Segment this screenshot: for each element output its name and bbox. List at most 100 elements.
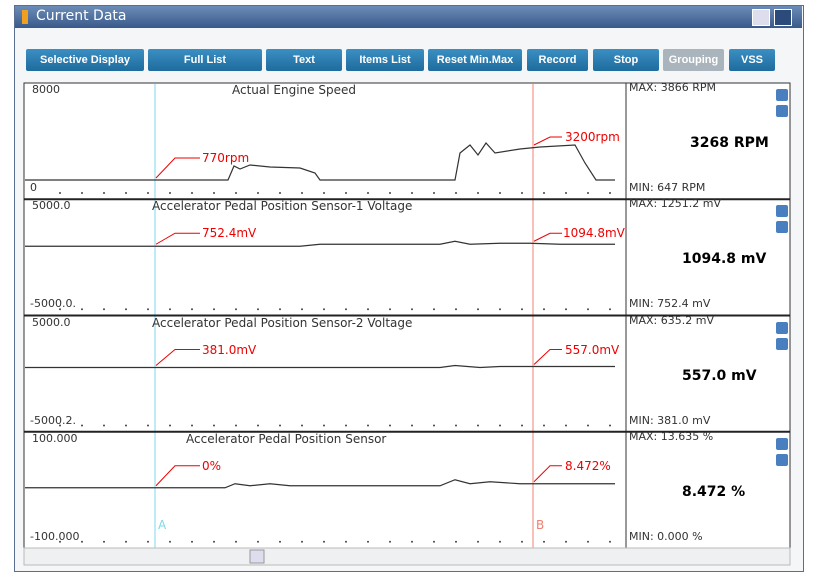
tick-dot bbox=[411, 540, 413, 543]
move-panel[interactable] bbox=[776, 337, 788, 350]
toolbar-button[interactable]: Grouping bbox=[663, 49, 724, 71]
tick-dot bbox=[323, 192, 325, 194]
tick-dot bbox=[565, 308, 567, 311]
cursor-a-value: 770rpm bbox=[202, 151, 250, 165]
toolbar-button[interactable]: Reset Min.Max bbox=[428, 49, 522, 71]
tick-dot bbox=[609, 308, 611, 311]
trace bbox=[25, 364, 615, 369]
tick-dot bbox=[213, 540, 215, 543]
tick-dot bbox=[521, 540, 523, 543]
toolbar-button[interactable]: Text bbox=[266, 49, 342, 71]
tick-dot bbox=[59, 308, 61, 311]
toolbar-button[interactable]: Selective Display bbox=[26, 49, 144, 71]
tick-dot bbox=[125, 192, 127, 194]
toolbar-button[interactable]: Stop bbox=[593, 49, 659, 71]
tick-dot bbox=[587, 308, 589, 311]
tick-dot bbox=[521, 192, 523, 194]
tick-dot bbox=[543, 540, 545, 543]
cursor-a-value: 381.0mV bbox=[202, 342, 257, 357]
tick-dot bbox=[543, 424, 545, 427]
tick-dot bbox=[565, 424, 567, 427]
tick-dot bbox=[191, 540, 193, 543]
tick-dot bbox=[147, 308, 149, 311]
annotation-arrow bbox=[155, 349, 200, 366]
tick-dot bbox=[345, 308, 347, 311]
tick-dot bbox=[521, 308, 523, 311]
tick-dot bbox=[301, 308, 303, 311]
tick-dot bbox=[279, 540, 281, 543]
move-panel[interactable] bbox=[776, 453, 788, 466]
cursor-b-label: B bbox=[536, 518, 545, 532]
tick-dot bbox=[477, 540, 479, 543]
tick-dot bbox=[433, 424, 435, 427]
tick-dot bbox=[257, 308, 259, 311]
cursor-b-value: 1094.8mV bbox=[563, 226, 625, 241]
tick-dot bbox=[191, 192, 193, 194]
tick-dot bbox=[587, 424, 589, 427]
min-value: MIN: 752.4 mV bbox=[629, 297, 711, 311]
tick-dot bbox=[455, 308, 457, 311]
tick-dot bbox=[103, 424, 105, 427]
maximize-button[interactable] bbox=[774, 9, 792, 26]
tick-dot bbox=[301, 192, 303, 194]
tick-dot bbox=[455, 192, 457, 194]
max-value: MAX: 13.635 % bbox=[629, 429, 714, 443]
tick-dot bbox=[235, 192, 237, 194]
tick-dot bbox=[499, 424, 501, 427]
toolbar-button[interactable]: Record bbox=[527, 49, 588, 71]
tick-dot bbox=[147, 424, 149, 427]
current-value: 1094.8 mV bbox=[682, 251, 767, 268]
axis-top-label: 100.000 bbox=[32, 431, 78, 445]
tick-dot bbox=[455, 540, 457, 543]
close-panel[interactable] bbox=[776, 89, 788, 101]
tick-dot bbox=[345, 424, 347, 427]
tick-dot bbox=[81, 424, 83, 427]
tick-dot bbox=[235, 424, 237, 427]
tick-dot bbox=[389, 424, 391, 427]
tick-dot bbox=[345, 192, 347, 194]
panel-title: Actual Engine Speed bbox=[232, 83, 356, 97]
tick-dot bbox=[59, 540, 61, 543]
close-panel[interactable] bbox=[776, 437, 788, 450]
move-panel[interactable] bbox=[776, 105, 788, 117]
toolbar-button[interactable]: Full List bbox=[148, 49, 262, 71]
tick-dot bbox=[587, 540, 589, 543]
tick-dot bbox=[103, 540, 105, 543]
title-icon bbox=[22, 10, 28, 24]
close-panel[interactable] bbox=[776, 321, 788, 334]
cursor-a-label: A bbox=[158, 518, 167, 532]
axis-top-label: 5000.0 bbox=[32, 199, 71, 213]
toolbar-button[interactable]: Items List bbox=[346, 49, 424, 71]
tick-dot bbox=[81, 308, 83, 311]
tick-dot bbox=[543, 192, 545, 194]
tick-dot bbox=[499, 192, 501, 194]
tick-dot bbox=[301, 424, 303, 427]
close-panel[interactable] bbox=[776, 205, 788, 218]
tick-dot bbox=[389, 192, 391, 194]
tick-dot bbox=[389, 308, 391, 311]
tick-dot bbox=[213, 192, 215, 194]
panel-title: Accelerator Pedal Position Sensor bbox=[186, 431, 387, 446]
move-panel[interactable] bbox=[776, 221, 788, 234]
max-value: MAX: 3866 RPM bbox=[629, 81, 717, 94]
tick-dot bbox=[235, 540, 237, 543]
scroll-thumb[interactable] bbox=[249, 549, 265, 564]
tick-dot bbox=[609, 540, 611, 543]
tick-dot bbox=[169, 308, 171, 311]
annotation-arrow bbox=[155, 157, 200, 179]
annotation-arrow bbox=[533, 232, 562, 242]
cursor-b-value: 3200rpm bbox=[565, 130, 620, 144]
current-value: 3268 RPM bbox=[690, 135, 769, 151]
retry-button[interactable] bbox=[752, 9, 770, 26]
tick-dot bbox=[367, 308, 369, 311]
tick-dot bbox=[477, 424, 479, 427]
scrollbar[interactable] bbox=[23, 547, 791, 566]
annotation-arrow bbox=[533, 349, 562, 365]
toolbar-button[interactable]: VSS bbox=[729, 49, 775, 71]
tick-dot bbox=[191, 424, 193, 427]
trace bbox=[25, 240, 615, 247]
axis-top-label: 8000 bbox=[32, 83, 60, 96]
tick-dot bbox=[499, 540, 501, 543]
annotation-arrow bbox=[155, 232, 200, 245]
